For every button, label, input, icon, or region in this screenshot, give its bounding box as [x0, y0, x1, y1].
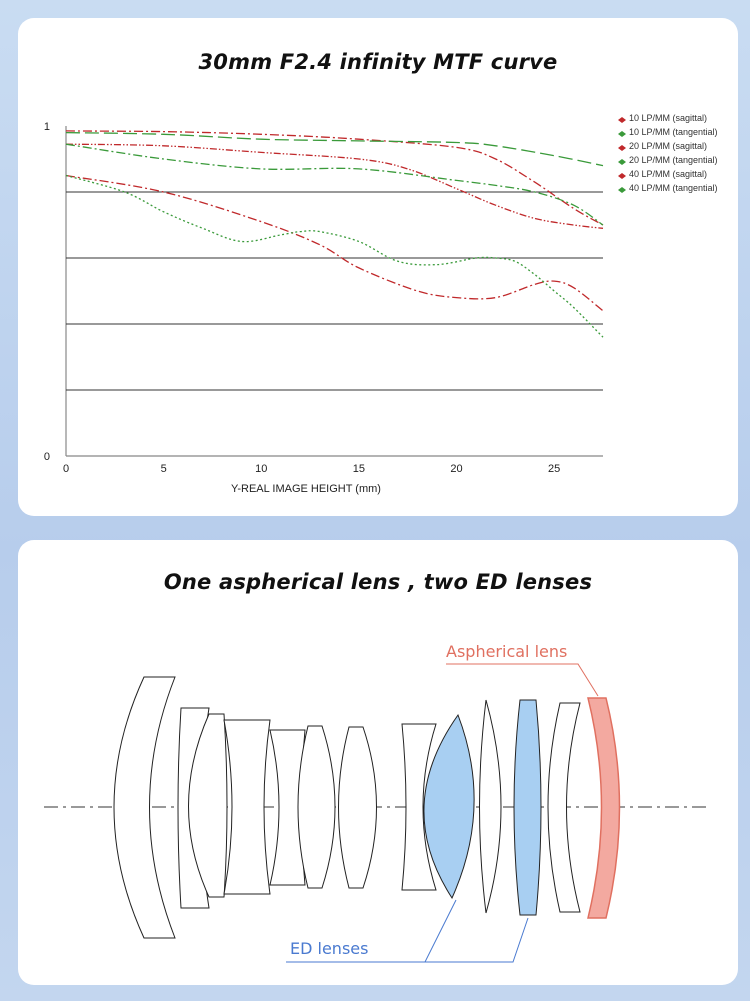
lens-11-ed: [513, 699, 542, 916]
series-line-5: [65, 174, 604, 312]
mtf-title: 30mm F2.4 infinity MTF curve: [198, 50, 558, 74]
lens-3: [188, 713, 228, 898]
series-line-4: [65, 143, 604, 226]
lens-8: [401, 723, 437, 891]
legend-item: 10 LP/MM (tangential): [618, 127, 718, 137]
series-line-2: [65, 131, 604, 167]
y-tick-label: 0: [44, 451, 50, 463]
lens-1: [113, 676, 176, 939]
legend-label: 10 LP/MM (tangential): [629, 127, 718, 137]
legend-label: 10 LP/MM (sagittal): [629, 113, 707, 123]
x-tick-label: 5: [161, 463, 167, 475]
lens-10: [479, 699, 502, 914]
legend-label: 20 LP/MM (sagittal): [629, 141, 707, 151]
y-tick-label: 1: [44, 121, 50, 133]
lens-4: [223, 719, 271, 895]
legend-item: 10 LP/MM (sagittal): [618, 113, 707, 123]
lens-diagram: Aspherical lens ED lenses: [44, 642, 708, 963]
lens-6: [297, 725, 336, 889]
x-tick-label: 10: [255, 463, 267, 475]
x-tick-label: 0: [63, 463, 69, 475]
series-line-3: [65, 143, 604, 229]
legend-item: 40 LP/MM (sagittal): [618, 169, 707, 179]
lens-12: [547, 702, 581, 913]
mtf-card: 30mm F2.4 infinity MTF curve Y-REAL IMAG…: [18, 18, 738, 516]
legend-marker: [618, 187, 626, 193]
legend-label: 40 LP/MM (sagittal): [629, 169, 707, 179]
x-tick-label: 20: [450, 463, 462, 475]
series-line-6: [65, 174, 604, 338]
lens-7: [338, 726, 377, 889]
x-tick-label: 15: [353, 463, 365, 475]
legend-item: 20 LP/MM (tangential): [618, 155, 718, 165]
legend-marker: [618, 117, 626, 123]
lens-title: One aspherical lens , two ED lenses: [163, 570, 593, 594]
aspherical-label: Aspherical lens: [446, 642, 567, 661]
legend-label: 40 LP/MM (tangential): [629, 183, 718, 193]
ed-leader-2: [425, 917, 529, 963]
legend-label: 20 LP/MM (tangential): [629, 155, 718, 165]
legend-marker: [618, 173, 626, 179]
series-line-1: [65, 130, 604, 226]
x-tick-label: 25: [548, 463, 560, 475]
x-axis-title: Y-REAL IMAGE HEIGHT (mm): [231, 483, 381, 495]
ed-label: ED lenses: [290, 939, 368, 958]
legend-marker: [618, 159, 626, 165]
aspherical-leader: [446, 663, 599, 697]
lens-card: One aspherical lens , two ED lenses Asph…: [18, 540, 738, 985]
legend-marker: [618, 145, 626, 151]
lens-9-ed: [423, 713, 475, 900]
legend-marker: [618, 131, 626, 137]
mtf-chart: Y-REAL IMAGE HEIGHT (mm) 0 5 10 15 20 25 0 1 1…: [44, 113, 718, 495]
legend-item: 20 LP/MM (sagittal): [618, 141, 707, 151]
legend-item: 40 LP/MM (tangential): [618, 183, 718, 193]
lens-13-aspherical: [587, 697, 621, 919]
